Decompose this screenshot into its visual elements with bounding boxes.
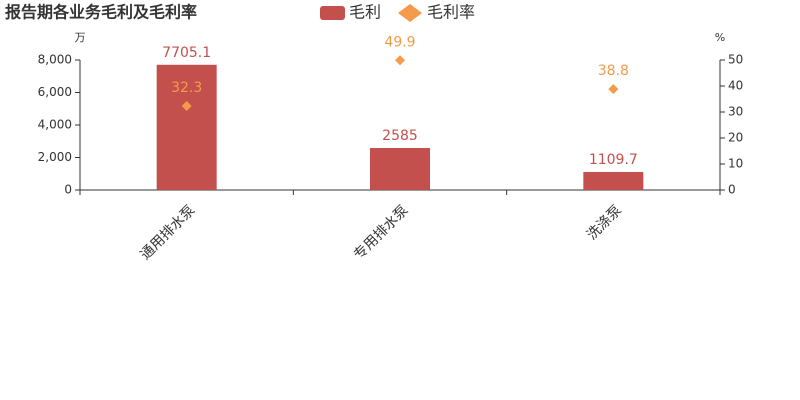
marker-value-label: 32.3 bbox=[171, 80, 202, 96]
bar-value-label: 7705.1 bbox=[162, 45, 211, 61]
y2-tick-label: 0 bbox=[728, 183, 736, 197]
bar-value-label: 1109.7 bbox=[589, 152, 638, 168]
y-tick-label: 2,000 bbox=[38, 150, 72, 164]
marker bbox=[608, 84, 619, 95]
y2-tick-label: 30 bbox=[728, 105, 743, 119]
y2-tick-label: 40 bbox=[728, 79, 743, 93]
y-tick-label: 4,000 bbox=[38, 118, 72, 132]
x-tick-label: 通用排水泵 bbox=[138, 202, 199, 263]
y-tick-label: 6,000 bbox=[38, 85, 72, 99]
bar bbox=[583, 171, 644, 190]
x-tick-label: 洗涤泵 bbox=[584, 202, 625, 243]
x-tick-label: 专用排水泵 bbox=[351, 202, 412, 263]
marker bbox=[181, 101, 192, 112]
y-tick-label: 0 bbox=[64, 183, 72, 197]
legend-label: 毛利率 bbox=[427, 3, 475, 22]
y2-tick-label: 10 bbox=[728, 157, 743, 171]
legend-swatch bbox=[398, 4, 422, 22]
marker-value-label: 38.8 bbox=[598, 63, 629, 79]
bar-value-label: 2585 bbox=[382, 128, 418, 144]
y2-axis-unit: % bbox=[715, 31, 725, 44]
y-axis-unit: 万 bbox=[75, 31, 86, 44]
marker bbox=[395, 55, 405, 66]
y2-tick-label: 50 bbox=[728, 53, 743, 67]
marker-value-label: 49.9 bbox=[384, 34, 415, 50]
y-tick-label: 8,000 bbox=[38, 53, 72, 67]
bar bbox=[156, 64, 217, 190]
bar bbox=[370, 147, 430, 190]
chart-title: 报告期各业务毛利及毛利率 bbox=[5, 3, 197, 22]
legend-swatch bbox=[320, 6, 345, 20]
y2-tick-label: 20 bbox=[728, 131, 743, 145]
legend-label: 毛利 bbox=[349, 3, 381, 22]
